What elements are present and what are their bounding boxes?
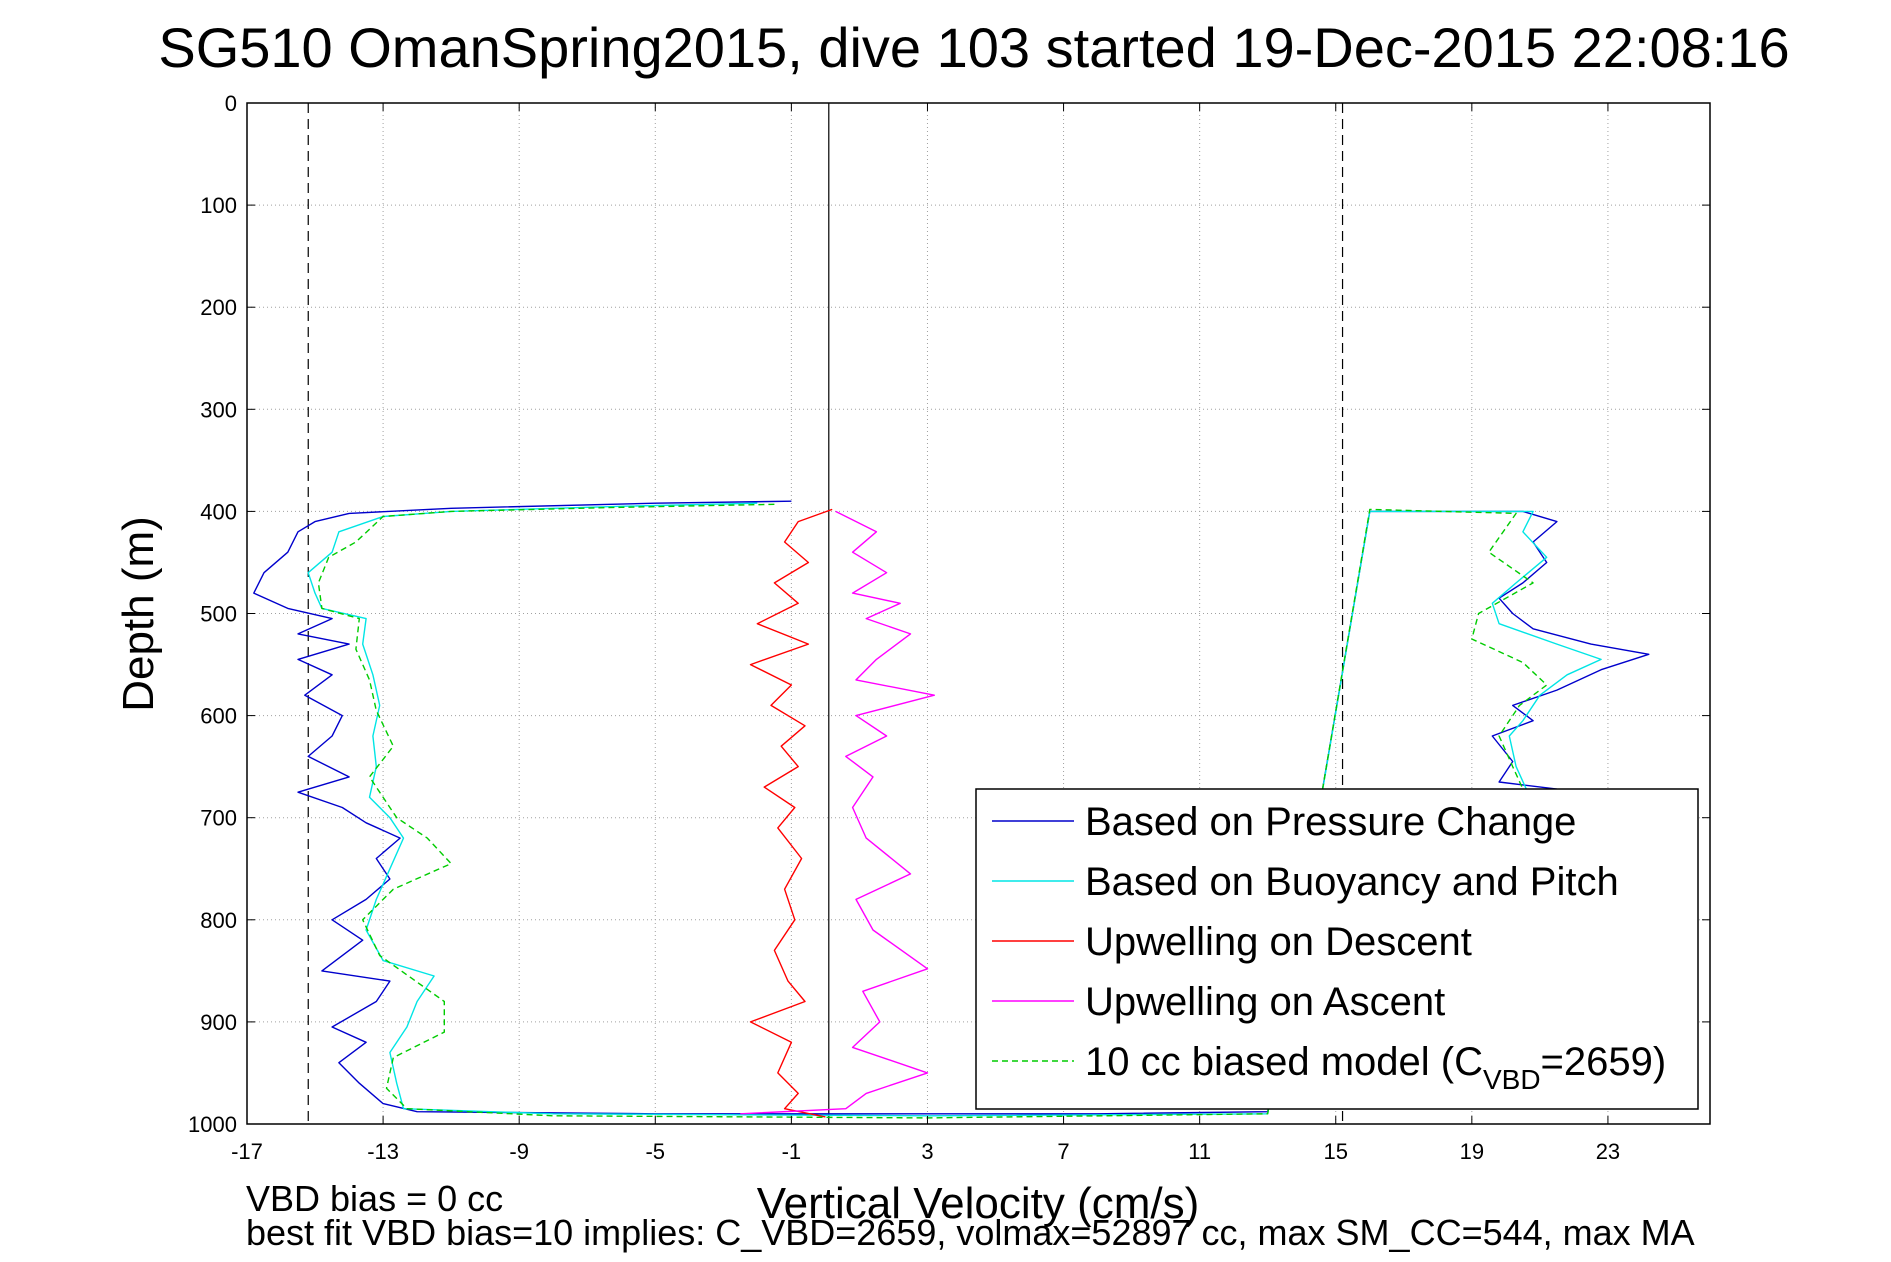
y-axis-ticks: 0 100 200 300 400 500 600 700 800 900 1000	[188, 91, 1710, 1137]
x-tick-label: 3	[921, 1139, 933, 1164]
x-tick-label: -13	[367, 1139, 399, 1164]
y-tick-label: 800	[200, 908, 237, 933]
x-tick-label: -1	[782, 1139, 802, 1164]
series-line-5	[317, 503, 1548, 1119]
series-line-3	[749, 508, 833, 1118]
legend-label: Upwelling on Descent	[1085, 920, 1472, 964]
series-line-4	[740, 510, 935, 1115]
x-tick-label: 23	[1596, 1139, 1620, 1164]
legend-label: Upwelling on Ascent	[1085, 980, 1445, 1024]
legend-label: Based on Pressure Change	[1085, 800, 1576, 844]
footer-line-2: best fit VBD bias=10 implies: C_VBD=2659…	[246, 1212, 1695, 1253]
y-tick-label: 1000	[188, 1112, 237, 1137]
y-tick-label: 0	[225, 91, 237, 116]
y-axis-label: Depth (m)	[114, 516, 163, 712]
legend: Based on Pressure Change Based on Buoyanc…	[975, 788, 1699, 1110]
y-tick-label: 300	[200, 397, 237, 422]
x-axis-ticks: -17 -13 -9 -5 -1 3 7 11 15 19 23	[231, 103, 1620, 1164]
x-axis-label: Vertical Velocity (cm/s)	[757, 1179, 1200, 1228]
y-tick-label: 100	[200, 193, 237, 218]
series-line-1	[253, 500, 1650, 1115]
x-tick-label: 19	[1460, 1139, 1484, 1164]
x-tick-label: 15	[1324, 1139, 1348, 1164]
legend-label-suffix: =2659)	[1541, 1040, 1667, 1084]
y-tick-label: 400	[200, 499, 237, 524]
legend-label: Based on Buoyancy and Pitch	[1085, 860, 1619, 904]
x-tick-label: -9	[509, 1139, 529, 1164]
x-tick-label: 11	[1188, 1139, 1211, 1164]
series-line-2	[307, 502, 1602, 1117]
x-tick-label: -5	[645, 1139, 665, 1164]
y-tick-label: 500	[200, 602, 237, 627]
y-tick-label: 600	[200, 704, 237, 729]
legend-label-subscript: VBD	[1483, 1064, 1541, 1095]
chart-title: SG510 OmanSpring2015, dive 103 started 1…	[158, 16, 1789, 79]
x-tick-label: -17	[231, 1139, 263, 1164]
footer-line-1: VBD bias = 0 cc	[246, 1178, 503, 1219]
y-tick-label: 700	[200, 806, 237, 831]
x-tick-label: 7	[1057, 1139, 1069, 1164]
series-lines	[253, 500, 1650, 1119]
y-tick-label: 900	[200, 1010, 237, 1035]
legend-box	[975, 788, 1699, 1110]
y-tick-label: 200	[200, 295, 237, 320]
